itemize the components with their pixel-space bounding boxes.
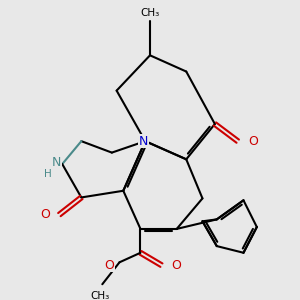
Text: O: O	[172, 259, 181, 272]
Text: CH₃: CH₃	[91, 291, 110, 300]
Text: H: H	[44, 169, 52, 178]
Text: N: N	[139, 135, 148, 148]
Text: O: O	[40, 208, 50, 221]
Text: O: O	[104, 259, 114, 272]
Text: N: N	[52, 156, 61, 169]
Text: N: N	[139, 135, 148, 148]
Text: CH₃: CH₃	[140, 8, 160, 18]
Text: O: O	[248, 135, 258, 148]
